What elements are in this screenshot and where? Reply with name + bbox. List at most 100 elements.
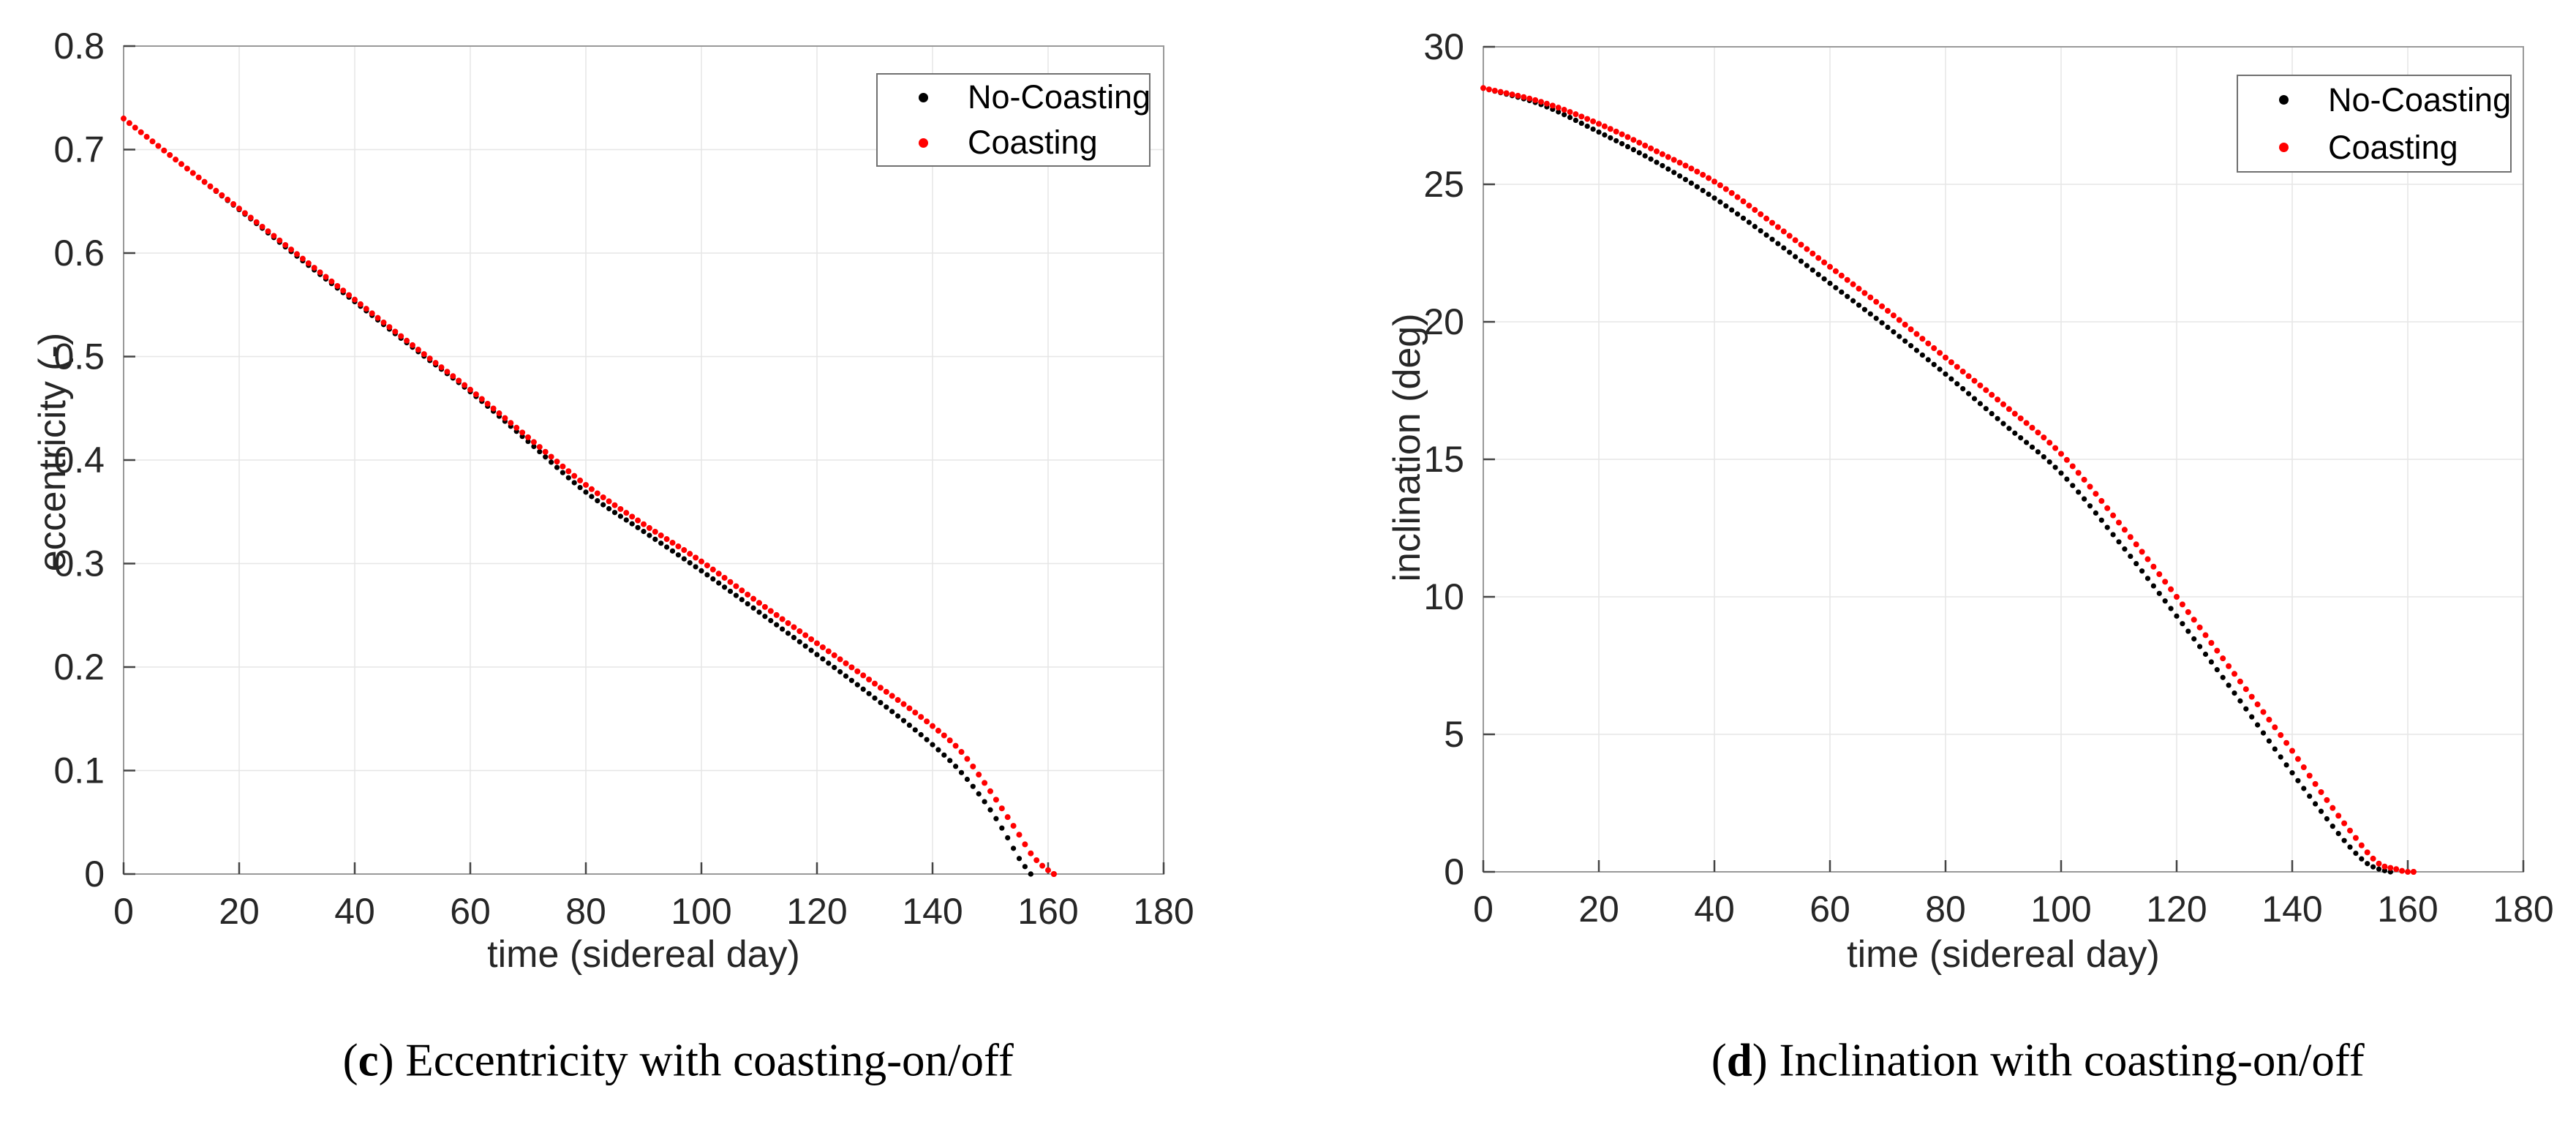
data-point bbox=[2237, 698, 2243, 704]
data-point bbox=[2330, 824, 2335, 829]
data-point bbox=[2000, 421, 2006, 426]
data-point bbox=[854, 668, 861, 674]
data-point bbox=[2110, 512, 2117, 519]
data-point bbox=[2208, 639, 2215, 646]
data-point bbox=[987, 788, 993, 794]
data-point bbox=[2046, 440, 2053, 446]
data-point bbox=[1746, 203, 1752, 209]
x-tick-label: 140 bbox=[902, 891, 963, 932]
data-point bbox=[143, 134, 150, 140]
data-point bbox=[756, 600, 762, 606]
data-point bbox=[722, 584, 728, 590]
data-point bbox=[2376, 866, 2382, 872]
x-tick-label: 20 bbox=[219, 891, 260, 932]
data-point bbox=[2365, 861, 2370, 867]
data-point bbox=[340, 287, 347, 294]
eccentricity-legend: No-Coasting Coasting bbox=[876, 73, 1150, 167]
data-point bbox=[2018, 434, 2024, 441]
data-point bbox=[426, 355, 433, 362]
data-point bbox=[583, 481, 589, 488]
data-point bbox=[2399, 867, 2406, 874]
data-point bbox=[276, 237, 283, 244]
data-point bbox=[745, 591, 751, 598]
data-point bbox=[1983, 387, 1989, 393]
data-point bbox=[1503, 90, 1510, 97]
x-tick-label: 0 bbox=[113, 891, 134, 932]
data-point bbox=[646, 524, 652, 531]
data-point bbox=[2052, 445, 2059, 451]
data-point bbox=[438, 364, 445, 371]
data-point bbox=[2058, 451, 2064, 457]
data-point bbox=[964, 756, 971, 762]
data-point bbox=[537, 448, 543, 455]
data-point bbox=[2128, 553, 2134, 560]
data-point bbox=[543, 454, 549, 460]
data-point bbox=[2226, 663, 2232, 669]
legend-label-no-coasting: No-Coasting bbox=[968, 78, 1151, 116]
x-tick-label: 60 bbox=[1809, 889, 1850, 930]
data-point bbox=[2353, 850, 2359, 856]
data-point bbox=[2226, 682, 2232, 688]
data-point bbox=[305, 260, 312, 266]
data-point bbox=[1954, 381, 1960, 387]
x-tick-label: 60 bbox=[450, 891, 491, 932]
data-point bbox=[2098, 497, 2105, 504]
data-point bbox=[2266, 738, 2272, 744]
data-point bbox=[2150, 583, 2156, 589]
tick-labels: 0 20 40 60 80 100 120 140 160 180 0 5 10 15 20 25 30 bbox=[1423, 26, 2553, 930]
data-point bbox=[1758, 211, 1764, 217]
data-point bbox=[282, 241, 289, 248]
data-point bbox=[860, 672, 867, 679]
data-point bbox=[745, 600, 750, 607]
data-point bbox=[1966, 391, 1972, 396]
data-point bbox=[1734, 194, 1741, 200]
data-point bbox=[456, 377, 462, 384]
data-point bbox=[1989, 391, 1995, 398]
data-point bbox=[930, 742, 935, 748]
data-point bbox=[958, 749, 965, 756]
data-point bbox=[721, 574, 728, 581]
data-point bbox=[2202, 651, 2209, 658]
data-point bbox=[2150, 563, 2157, 570]
data-point bbox=[311, 265, 317, 271]
data-point bbox=[768, 617, 774, 624]
data-point bbox=[2387, 869, 2393, 875]
y-tick-label: 5 bbox=[1444, 714, 1464, 755]
data-point bbox=[2347, 827, 2353, 834]
data-point bbox=[2294, 756, 2301, 762]
data-point bbox=[478, 396, 485, 402]
data-point bbox=[1567, 109, 1573, 116]
data-point bbox=[1608, 135, 1613, 141]
data-point bbox=[709, 566, 716, 573]
legend-label-coasting: Coasting bbox=[968, 124, 1098, 161]
data-point bbox=[1555, 105, 1562, 111]
data-point bbox=[878, 699, 884, 706]
data-point bbox=[2283, 739, 2290, 746]
data-point bbox=[1891, 329, 1897, 335]
data-point bbox=[883, 688, 889, 695]
data-point bbox=[2214, 667, 2220, 673]
data-point bbox=[294, 251, 300, 257]
data-point bbox=[462, 382, 468, 388]
data-point bbox=[1011, 846, 1017, 851]
data-point bbox=[2197, 644, 2203, 649]
data-point bbox=[2313, 801, 2319, 807]
data-point bbox=[2110, 532, 2116, 538]
legend-item-coasting: Coasting bbox=[2238, 124, 2510, 171]
y-tick-label: 0.4 bbox=[53, 440, 105, 481]
data-point bbox=[698, 568, 704, 574]
data-point bbox=[2098, 517, 2104, 523]
data-point bbox=[531, 443, 537, 450]
data-point bbox=[369, 310, 375, 317]
data-point bbox=[2185, 628, 2191, 634]
data-point bbox=[2174, 594, 2180, 600]
data-point bbox=[1845, 293, 1850, 299]
data-point bbox=[2144, 556, 2151, 562]
caption-text: Eccentricity with coasting-on/off bbox=[393, 1034, 1014, 1086]
x-tick-label: 180 bbox=[1133, 891, 1194, 932]
data-point bbox=[1573, 111, 1579, 118]
data-point bbox=[1735, 211, 1741, 217]
data-point bbox=[1873, 315, 1879, 321]
data-point bbox=[1660, 162, 1665, 169]
data-point bbox=[641, 521, 647, 527]
